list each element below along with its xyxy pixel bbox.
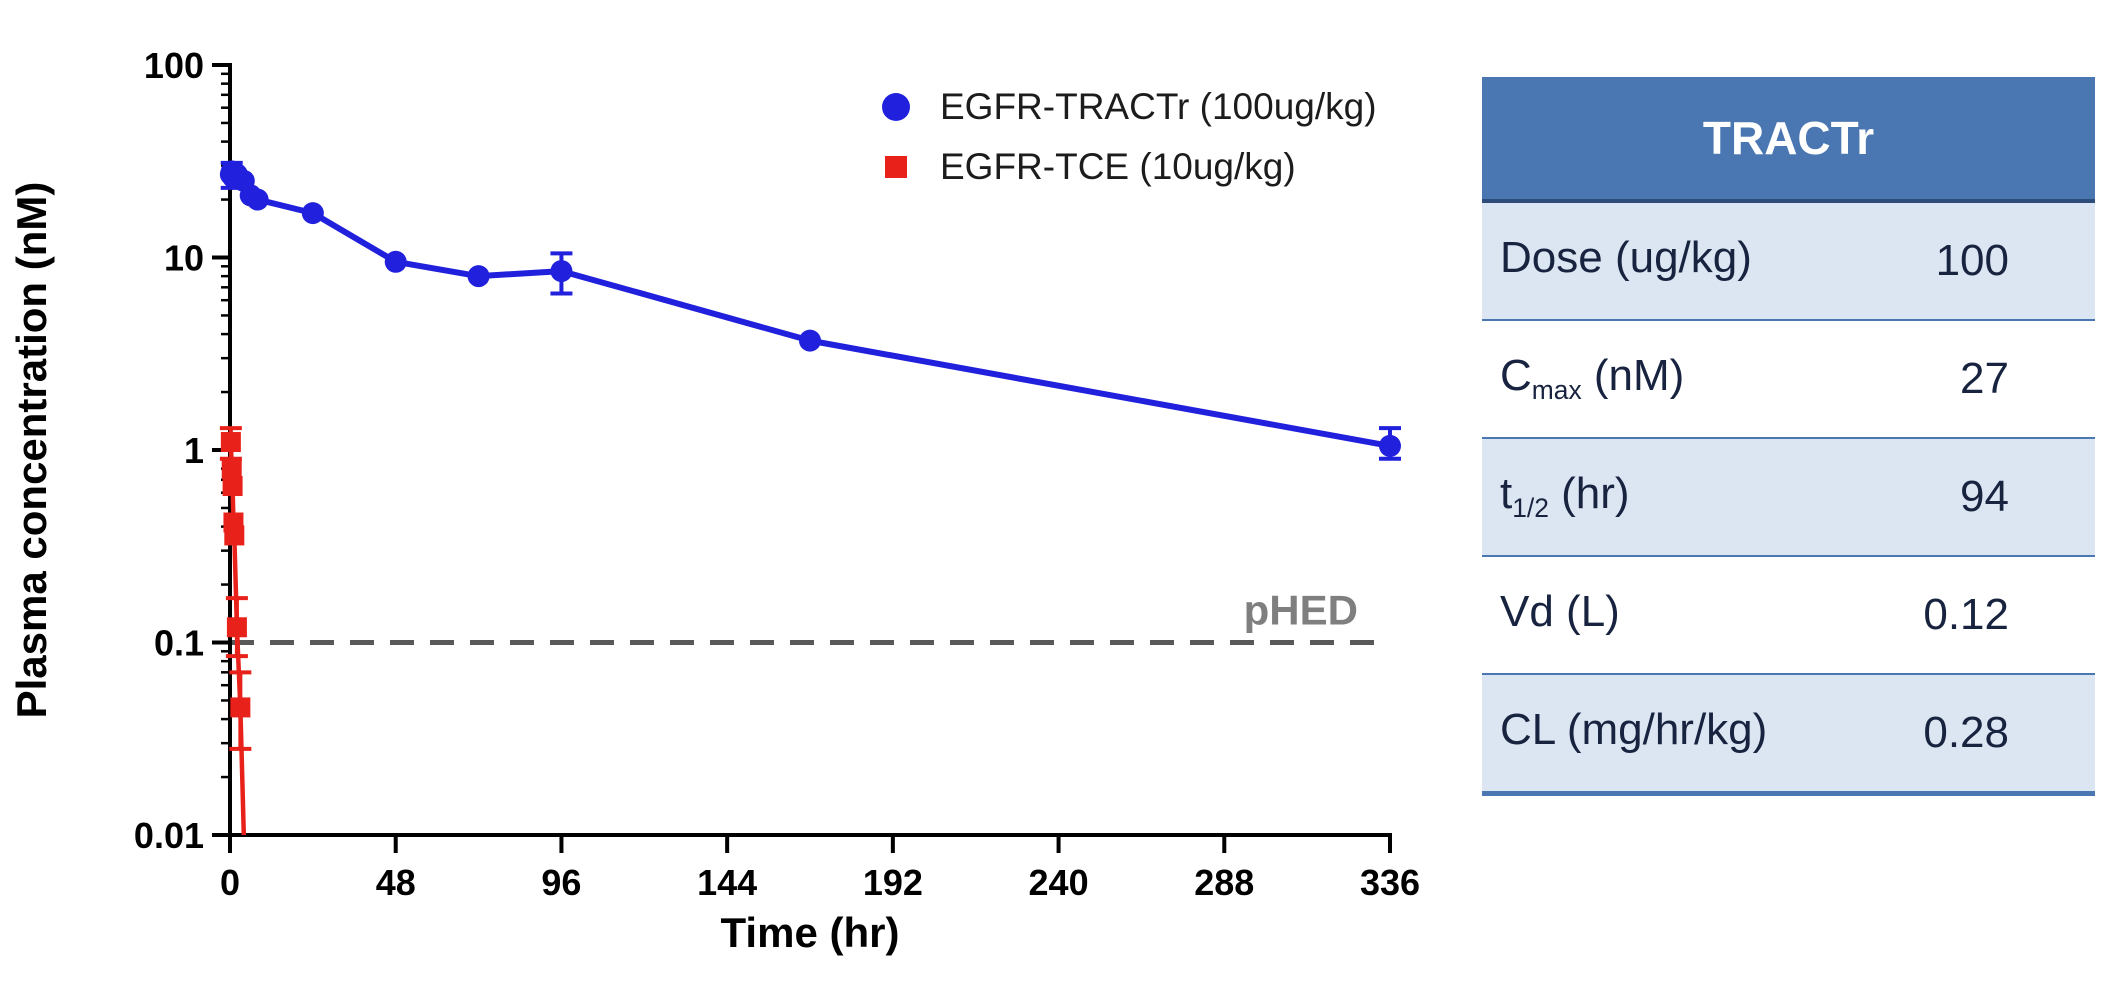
data-point — [226, 617, 247, 638]
pk-chart: pHED 0.01 0.1 1 10 100 0 48 96 144 192 240 288 336 Tim… — [8, 45, 1420, 956]
data-point — [224, 525, 245, 546]
x-tick-label: 288 — [1194, 862, 1254, 903]
series-tce — [219, 426, 252, 836]
y-axis-title: Plasma concentration (nM) — [8, 182, 55, 719]
data-point — [246, 188, 269, 211]
legend-label-tce: EGFR-TCE (10ug/kg) — [940, 146, 1296, 187]
data-point — [221, 458, 242, 479]
pk-table-row: Dose (ug/kg) 100 — [1482, 203, 2095, 321]
pk-row-value: 0.12 — [1923, 590, 2009, 639]
data-point — [384, 250, 407, 273]
x-axis-ticks: 0 48 96 144 192 240 288 336 — [220, 835, 1420, 903]
pk-row-value: 0.28 — [1923, 708, 2009, 757]
legend-entry-tractr: EGFR-TRACTr (100ug/kg) — [876, 86, 1377, 128]
chart-legend: EGFR-TRACTr (100ug/kg) EGFR-TCE (10ug/kg… — [876, 86, 1377, 188]
pk-row-value: 27 — [1960, 354, 2009, 403]
data-point — [1379, 434, 1401, 457]
y-tick-label: 0.01 — [134, 815, 204, 856]
x-tick-label: 336 — [1360, 862, 1420, 903]
data-point — [301, 202, 324, 225]
x-tick-label: 240 — [1029, 862, 1089, 903]
data-point — [222, 476, 243, 497]
legend-label-tractr: EGFR-TRACTr (100ug/kg) — [940, 86, 1377, 127]
pk-table-row: Cmax (nM) 27 — [1482, 321, 2095, 439]
pk-table-row: t1/2 (hr) 94 — [1482, 439, 2095, 557]
y-tick-label: 1 — [184, 430, 204, 471]
pk-table-header: TRACTr — [1482, 77, 2095, 203]
x-tick-label: 48 — [376, 862, 416, 903]
pk-row-label: Cmax (nM) — [1500, 351, 1685, 406]
data-point — [799, 329, 821, 352]
pk-row-value: 94 — [1960, 472, 2009, 521]
legend-entry-tce: EGFR-TCE (10ug/kg) — [876, 146, 1377, 188]
x-tick-label: 96 — [541, 862, 581, 903]
pk-row-label: CL (mg/hr/kg) — [1500, 705, 1768, 755]
series-tractr — [219, 160, 1401, 461]
pk-row-label: t1/2 (hr) — [1500, 469, 1630, 524]
pk-parameter-table: TRACTr Dose (ug/kg) 100 Cmax (nM) 27 t1/2 (h… — [1482, 77, 2095, 796]
data-point — [467, 265, 490, 288]
phed-label: pHED — [1244, 587, 1358, 634]
x-tick-label: 144 — [697, 862, 757, 903]
pk-row-label: Vd (L) — [1500, 587, 1620, 637]
pk-table-row: Vd (L) 0.12 — [1482, 557, 2095, 675]
y-tick-label: 0.1 — [154, 623, 204, 664]
data-point — [550, 260, 573, 283]
series-line — [227, 168, 1391, 449]
data-point — [230, 697, 251, 718]
y-tick-label: 10 — [164, 238, 204, 279]
y-minor-ticks — [221, 72, 230, 779]
pk-row-label: Dose (ug/kg) — [1500, 233, 1752, 283]
pk-table-row: CL (mg/hr/kg) 0.28 — [1482, 675, 2095, 796]
x-tick-label: 0 — [220, 862, 240, 903]
data-point — [220, 432, 241, 453]
x-axis-title: Time (hr) — [721, 909, 900, 956]
legend-square-marker — [876, 156, 916, 178]
y-axis-ticks: 0.01 0.1 1 10 100 — [134, 45, 230, 856]
pk-table-body: Dose (ug/kg) 100 Cmax (nM) 27 t1/2 (hr) 94 Vd … — [1482, 203, 2095, 796]
y-tick-label: 100 — [144, 45, 204, 86]
pk-row-value: 100 — [1935, 236, 2009, 285]
x-tick-label: 192 — [863, 862, 923, 903]
pk-table-title: TRACTr — [1702, 112, 1875, 164]
legend-circle-marker — [876, 93, 916, 121]
